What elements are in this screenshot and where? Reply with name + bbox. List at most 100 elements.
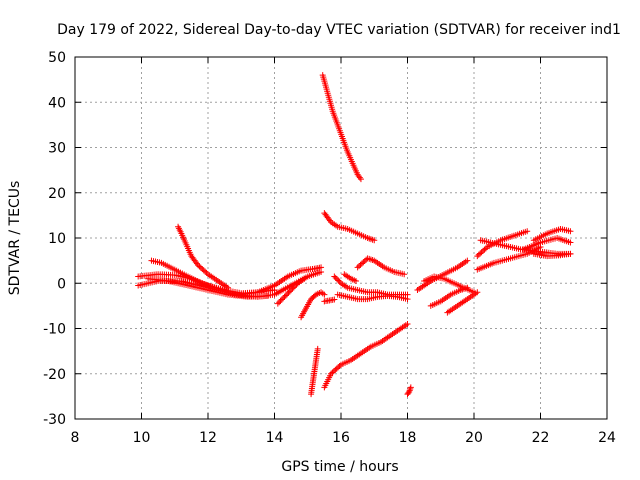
- data-marker: [478, 249, 485, 256]
- y-tick-label: 50: [48, 50, 66, 66]
- data-marker: [477, 250, 484, 257]
- x-tick-label: 16: [332, 430, 350, 446]
- data-marker: [321, 291, 328, 298]
- series-t14: [331, 273, 411, 298]
- series-t6: [238, 264, 325, 298]
- series-t22: [444, 289, 481, 316]
- series-t5: [175, 223, 231, 291]
- data-marker: [328, 370, 335, 377]
- chart-title: Day 179 of 2022, Sidereal Day-to-day VTE…: [57, 22, 621, 38]
- data-marker: [352, 277, 359, 284]
- data-marker: [331, 273, 338, 280]
- data-marker: [332, 274, 339, 281]
- y-tick-label: 0: [57, 276, 66, 292]
- data-marker: [284, 291, 291, 298]
- data-marker: [482, 245, 489, 252]
- y-tick-label: -20: [43, 367, 66, 383]
- data-marker: [278, 296, 285, 303]
- x-tick-label: 18: [399, 430, 417, 446]
- data-marker: [407, 384, 414, 391]
- data-marker: [276, 299, 283, 306]
- data-marker: [285, 289, 292, 296]
- y-tick-label: -10: [43, 322, 66, 338]
- data-marker: [464, 257, 471, 264]
- data-marker: [274, 300, 281, 307]
- data-marker: [475, 251, 482, 258]
- data-marker: [282, 292, 289, 299]
- data-marker: [567, 239, 574, 246]
- y-tick-label: 30: [48, 141, 66, 157]
- x-tick-label: 20: [465, 430, 483, 446]
- data-marker: [292, 282, 299, 289]
- x-tick-label: 24: [598, 430, 616, 446]
- data-marker: [264, 292, 271, 299]
- data-marker: [199, 266, 206, 273]
- series-t28: [530, 250, 574, 260]
- series-t4: [148, 257, 231, 295]
- data-marker: [196, 263, 203, 270]
- data-marker: [357, 261, 364, 268]
- series-t17: [341, 271, 359, 284]
- series-t18: [404, 384, 414, 398]
- data-marker: [318, 264, 325, 271]
- data-marker: [464, 284, 471, 291]
- series-t20: [421, 273, 477, 296]
- data-marker: [331, 296, 338, 303]
- series-t11: [319, 72, 364, 183]
- series-t10: [308, 345, 321, 398]
- axis-ticks: 8 10 12 14 16 18 20 22 24 -30 -20 -10 0 10 20 30 40 50: [43, 50, 616, 446]
- series-t8: [298, 289, 328, 321]
- data-marker: [360, 259, 367, 266]
- data-marker: [333, 365, 340, 372]
- data-points: [135, 72, 574, 398]
- y-tick-label: 10: [48, 231, 66, 247]
- y-axis-label: SDTVAR / TECUs: [7, 181, 23, 296]
- data-marker: [336, 362, 343, 369]
- data-marker: [480, 247, 487, 254]
- data-marker: [357, 176, 364, 183]
- data-marker: [281, 293, 288, 300]
- data-marker: [286, 288, 293, 295]
- data-marker: [567, 228, 574, 235]
- data-marker: [334, 276, 341, 283]
- data-marker: [481, 246, 488, 253]
- data-marker: [224, 284, 231, 291]
- series-t15: [334, 291, 411, 303]
- data-marker: [290, 284, 297, 291]
- data-marker: [335, 364, 342, 371]
- series-t16: [354, 255, 408, 278]
- series-t3: [145, 275, 271, 300]
- data-marker: [401, 271, 408, 278]
- data-marker: [332, 366, 339, 373]
- series-t7: [274, 275, 308, 307]
- data-marker: [358, 260, 365, 267]
- data-marker: [524, 228, 531, 235]
- data-marker: [404, 320, 411, 327]
- x-tick-label: 8: [71, 430, 80, 446]
- data-marker: [195, 262, 202, 269]
- x-tick-label: 14: [266, 430, 284, 446]
- y-tick-label: 20: [48, 186, 66, 202]
- data-marker: [202, 268, 209, 275]
- data-marker: [314, 345, 321, 352]
- series-t9: [321, 296, 338, 305]
- data-marker: [567, 250, 574, 257]
- series-t26: [520, 235, 574, 253]
- data-marker: [301, 275, 308, 282]
- series-t27: [530, 225, 574, 244]
- data-marker: [361, 257, 368, 264]
- data-marker: [203, 269, 210, 276]
- y-tick-label: 40: [48, 95, 66, 111]
- data-marker: [474, 253, 481, 260]
- data-marker: [405, 389, 412, 396]
- x-tick-label: 10: [133, 430, 151, 446]
- series-t13: [321, 320, 411, 391]
- data-marker: [330, 368, 337, 375]
- x-axis-label: GPS time / hours: [281, 459, 398, 475]
- series-t12: [321, 210, 378, 244]
- x-tick-label: 12: [199, 430, 217, 446]
- data-marker: [371, 237, 378, 244]
- data-marker: [280, 295, 287, 302]
- series-t21: [427, 284, 471, 309]
